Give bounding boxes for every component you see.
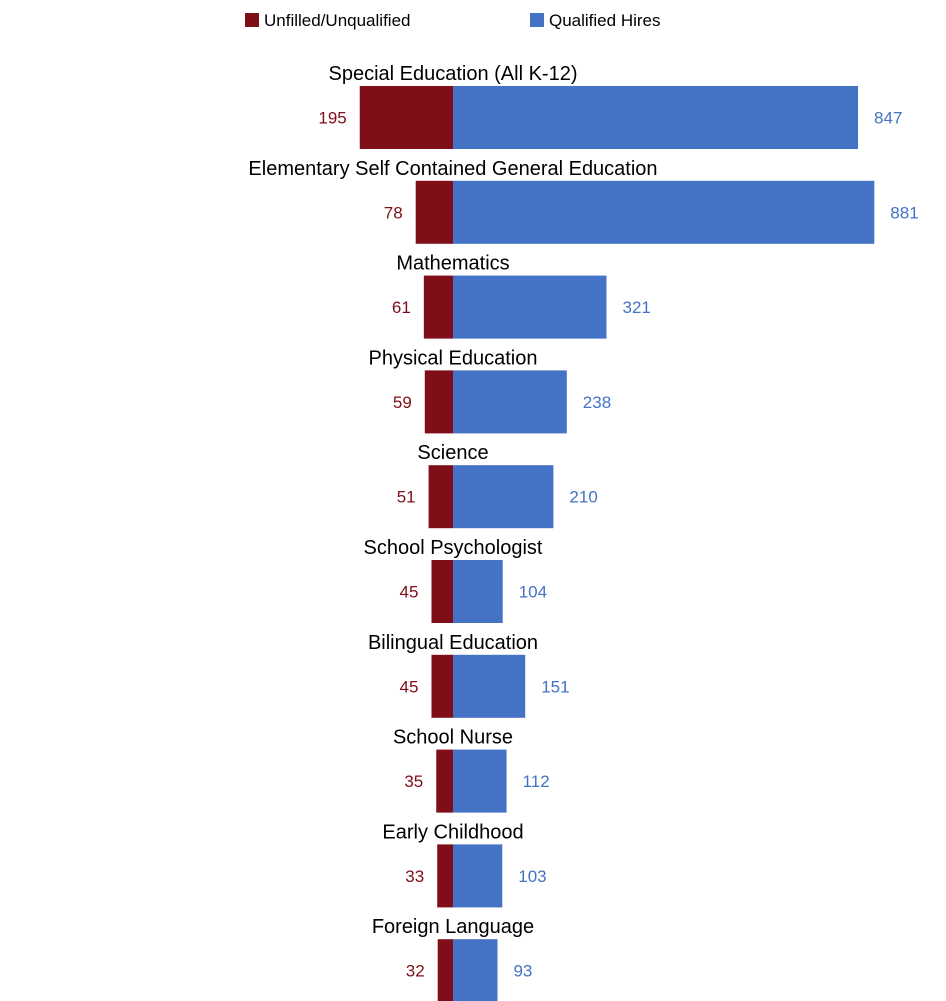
value-label-qualified-science: 210 [569, 488, 597, 507]
bar-unfilled-mathematics [423, 275, 453, 339]
bar-unfilled-elementary-self-contained-general-education [415, 180, 453, 244]
value-label-qualified-mathematics: 321 [623, 298, 651, 317]
legend: Unfilled/Unqualified Qualified Hires [245, 11, 661, 30]
value-label-unfilled-bilingual-education: 45 [400, 677, 419, 696]
value-label-qualified-school-nurse: 112 [523, 772, 550, 791]
value-label-unfilled-school-psychologist: 45 [400, 583, 419, 602]
bar-unfilled-bilingual-education [431, 654, 453, 718]
bar-unfilled-early-childhood [437, 844, 453, 908]
bar-qualified-foreign-language [453, 939, 498, 1001]
value-label-unfilled-science: 51 [397, 488, 416, 507]
bar-qualified-special-education-all-k-12 [453, 86, 859, 149]
bar-qualified-school-nurse [453, 749, 507, 813]
bar-qualified-bilingual-education [453, 654, 526, 718]
bar-unfilled-school-nurse [436, 749, 453, 813]
bar-unfilled-school-psychologist [431, 560, 453, 623]
value-label-qualified-special-education-all-k-12: 847 [874, 109, 902, 128]
bar-qualified-science [453, 465, 554, 529]
bar-qualified-mathematics [453, 275, 607, 339]
legend-label-qualified: Qualified Hires [549, 11, 661, 30]
value-label-qualified-bilingual-education: 151 [541, 677, 569, 696]
value-label-unfilled-mathematics: 61 [392, 298, 411, 317]
category-label-special-education-all-k-12: Special Education (All K-12) [328, 63, 577, 85]
value-label-unfilled-foreign-language: 32 [406, 962, 425, 981]
bar-qualified-school-psychologist [453, 560, 503, 623]
category-label-early-childhood: Early Childhood [382, 821, 523, 843]
category-label-bilingual-education: Bilingual Education [368, 632, 538, 654]
category-label-elementary-self-contained-general-education: Elementary Self Contained General Educat… [248, 158, 657, 180]
value-label-qualified-early-childhood: 103 [518, 867, 546, 886]
category-label-foreign-language: Foreign Language [372, 916, 534, 938]
value-label-unfilled-early-childhood: 33 [405, 867, 424, 886]
category-label-school-psychologist: School Psychologist [364, 537, 543, 559]
bar-unfilled-special-education-all-k-12 [359, 86, 453, 149]
bar-qualified-physical-education [453, 370, 567, 434]
category-label-science: Science [417, 442, 488, 464]
value-label-unfilled-elementary-self-contained-general-education: 78 [384, 203, 403, 222]
legend-label-unfilled: Unfilled/Unqualified [264, 11, 410, 30]
category-label-school-nurse: School Nurse [393, 727, 513, 749]
value-label-unfilled-special-education-all-k-12: 195 [318, 109, 346, 128]
bar-qualified-early-childhood [453, 844, 503, 908]
value-label-qualified-school-psychologist: 104 [519, 583, 547, 602]
plot-area: Special Education (All K-12) 195 847 Elemen… [248, 63, 919, 1001]
bar-unfilled-science [428, 465, 453, 529]
bar-qualified-elementary-self-contained-general-education [453, 180, 875, 244]
legend-swatch-unfilled [245, 13, 259, 27]
value-label-qualified-foreign-language: 93 [513, 962, 532, 981]
value-label-qualified-elementary-self-contained-general-education: 881 [890, 203, 918, 222]
value-label-unfilled-physical-education: 59 [393, 393, 412, 412]
bar-unfilled-physical-education [424, 370, 453, 434]
bar-unfilled-foreign-language [437, 939, 453, 1001]
legend-swatch-qualified [530, 13, 544, 27]
category-label-mathematics: Mathematics [396, 253, 509, 275]
category-label-physical-education: Physical Education [369, 347, 538, 369]
value-label-qualified-physical-education: 238 [583, 393, 611, 412]
value-label-unfilled-school-nurse: 35 [404, 772, 423, 791]
